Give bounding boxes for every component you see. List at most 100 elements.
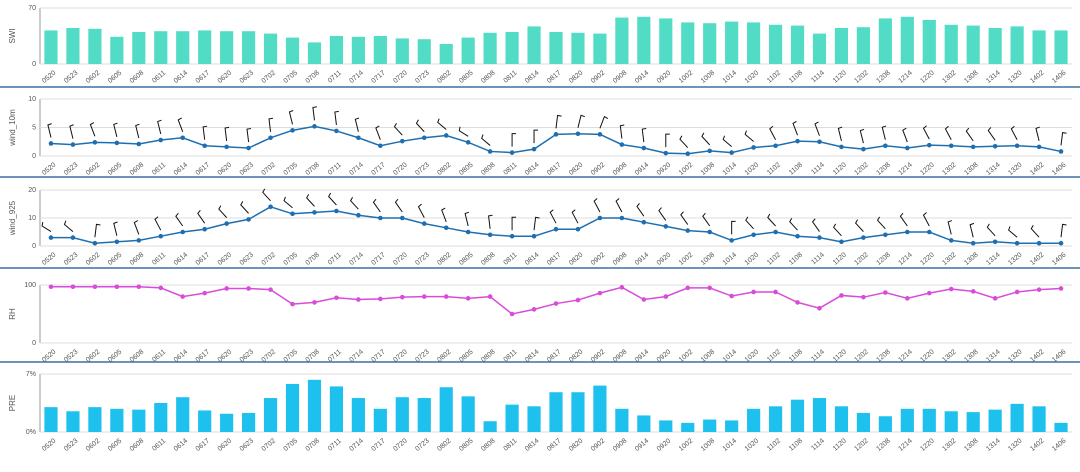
marker (707, 148, 713, 154)
bar (110, 408, 124, 432)
x-tick-label: 1406 (1051, 252, 1068, 267)
wind-barb (1008, 226, 1018, 238)
marker (970, 240, 976, 246)
x-tick-label: 0705 (283, 252, 300, 267)
x-tick-label: 0602 (85, 252, 102, 267)
x-tick-label: 0808 (480, 70, 497, 85)
marker (114, 140, 120, 146)
marker (378, 296, 383, 302)
x-tick-label: 0617 (195, 252, 212, 267)
x-tick-label: 0814 (524, 252, 541, 267)
wind-barb (969, 222, 975, 238)
bar (44, 30, 58, 64)
marker (180, 229, 186, 235)
x-tick-label: 1102 (766, 252, 782, 267)
wind-barb (837, 126, 843, 141)
x-tick-label: 1314 (985, 252, 1002, 267)
x-tick-label: 0605 (107, 438, 124, 453)
x-tick-label: 1120 (832, 162, 848, 177)
marker (1058, 240, 1064, 246)
wind-barb (680, 211, 689, 225)
wind-barb (965, 127, 974, 142)
x-tick-label: 0723 (414, 162, 431, 177)
x-tick-label: 0720 (392, 252, 409, 267)
wind-barb (833, 223, 842, 237)
marker (443, 133, 449, 138)
wind-barb (197, 210, 206, 224)
marker (575, 297, 581, 303)
x-tick-label: 0814 (524, 70, 541, 85)
bar (856, 27, 870, 64)
bar (615, 408, 629, 432)
bar (725, 420, 739, 432)
marker (817, 139, 822, 145)
marker (970, 289, 976, 294)
marker (224, 144, 229, 150)
x-tick-label: 0811 (503, 438, 519, 453)
x-tick-label: 1202 (853, 252, 870, 267)
wind-barb (175, 212, 184, 227)
x-tick-label: 0611 (151, 162, 167, 177)
wind-barb (47, 123, 52, 138)
x-tick-label: 1008 (700, 162, 717, 177)
bar (1032, 406, 1046, 432)
x-tick-label: 0602 (85, 162, 102, 177)
marker (1014, 289, 1020, 295)
x-tick-label: 1114 (810, 252, 826, 267)
bar (527, 26, 541, 64)
bar (132, 409, 146, 432)
marker (290, 211, 295, 217)
marker (773, 289, 778, 295)
marker (334, 295, 339, 301)
marker (224, 221, 229, 226)
x-tick-label: 0605 (107, 252, 124, 267)
bar (220, 413, 234, 432)
x-tick-label: 1214 (897, 252, 914, 267)
marker (246, 286, 251, 291)
x-tick-label: 0914 (634, 162, 651, 177)
wind-barb (986, 223, 996, 237)
bar (988, 28, 1002, 64)
x-tick-label: 1114 (810, 438, 826, 453)
x-tick-label: 0802 (436, 438, 453, 453)
bar (66, 411, 80, 432)
x-tick-label: 1114 (810, 162, 826, 177)
marker (751, 145, 756, 150)
bar (812, 33, 827, 64)
x-tick-label: 0614 (173, 70, 190, 85)
x-tick-label: 1014 (722, 252, 739, 267)
x-tick-label: 1202 (853, 70, 870, 85)
wind-barb (922, 125, 930, 140)
x-tick-label: 0723 (414, 252, 431, 267)
marker (312, 210, 317, 215)
x-tick-label: 0623 (239, 162, 256, 177)
wind-barb (789, 217, 798, 231)
x-tick-label: 1406 (1051, 70, 1068, 85)
x-tick-label: 0820 (568, 162, 585, 177)
wind-barb (767, 213, 776, 227)
marker (268, 204, 273, 210)
bar (1032, 30, 1046, 64)
bar (88, 28, 102, 64)
y-axis-label: wind_925 (8, 200, 17, 236)
marker (334, 208, 339, 214)
x-tick-label: 0614 (173, 438, 190, 453)
bar (988, 409, 1002, 432)
bar (44, 407, 58, 432)
wind-barb (641, 127, 647, 143)
marker (158, 233, 164, 239)
x-tick-label: 0811 (503, 162, 519, 177)
x-tick-label: 0611 (151, 70, 167, 85)
x-tick-label: 0623 (239, 70, 256, 85)
x-tick-label: 1314 (985, 438, 1002, 453)
wind-barb (1030, 224, 1040, 238)
x-tick-label: 0720 (392, 438, 409, 453)
marker (487, 232, 493, 238)
bar (1054, 422, 1068, 432)
x-tick-label: 0802 (436, 252, 453, 267)
wind-barb (701, 132, 711, 146)
marker (883, 290, 888, 295)
bar (505, 404, 519, 432)
marker (839, 239, 844, 245)
x-tick-label: 0811 (503, 70, 519, 85)
